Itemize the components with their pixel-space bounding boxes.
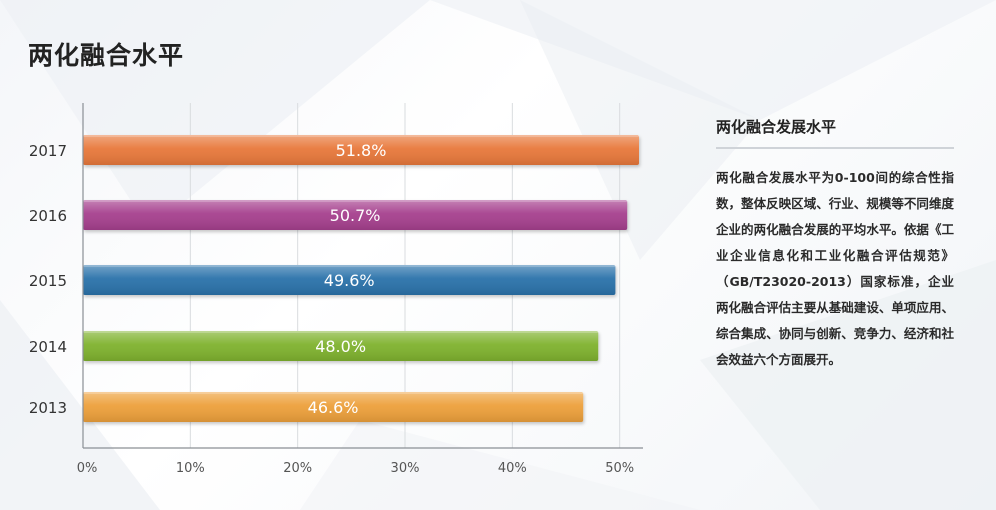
bar-sheen xyxy=(83,135,639,165)
description-panel: 两化融合发展水平 两化融合发展水平为0-100间的综合性指数，整体反映区域、行业… xyxy=(716,116,954,373)
data-label: 50.7% xyxy=(330,206,381,225)
x-tick-label: 40% xyxy=(498,461,527,476)
bar-sheen xyxy=(83,392,584,422)
x-tick-label: 20% xyxy=(283,461,312,476)
data-label: 48.0% xyxy=(315,337,366,356)
y-tick-label: 2016 xyxy=(29,207,67,225)
page-title: 两化融合水平 xyxy=(28,41,185,70)
y-tick-label: 2013 xyxy=(29,399,67,417)
description-heading: 两化融合发展水平 xyxy=(716,116,954,149)
data-label: 51.8% xyxy=(336,141,387,160)
x-tick-label: 0% xyxy=(77,461,98,476)
data-label: 46.6% xyxy=(308,398,359,417)
data-label: 49.6% xyxy=(324,271,375,290)
x-tick-label: 10% xyxy=(176,461,205,476)
y-tick-label: 2014 xyxy=(29,338,67,356)
y-tick-label: 2017 xyxy=(29,142,67,160)
x-tick-label: 30% xyxy=(391,461,420,476)
bar-chart: 51.8% 50.7% 49.6% 48.0% 46.6% 0% 10% 20% 30% 40%… xyxy=(29,103,643,476)
description-text: 两化融合发展水平为0-100间的综合性指数，整体反映区域、行业、规模等不同维度企… xyxy=(716,170,954,367)
bar-sheen xyxy=(83,265,616,295)
bar-sheen xyxy=(83,331,599,361)
bar-sheen xyxy=(83,200,628,230)
x-tick-label: 50% xyxy=(605,461,634,476)
y-tick-label: 2015 xyxy=(29,272,67,290)
